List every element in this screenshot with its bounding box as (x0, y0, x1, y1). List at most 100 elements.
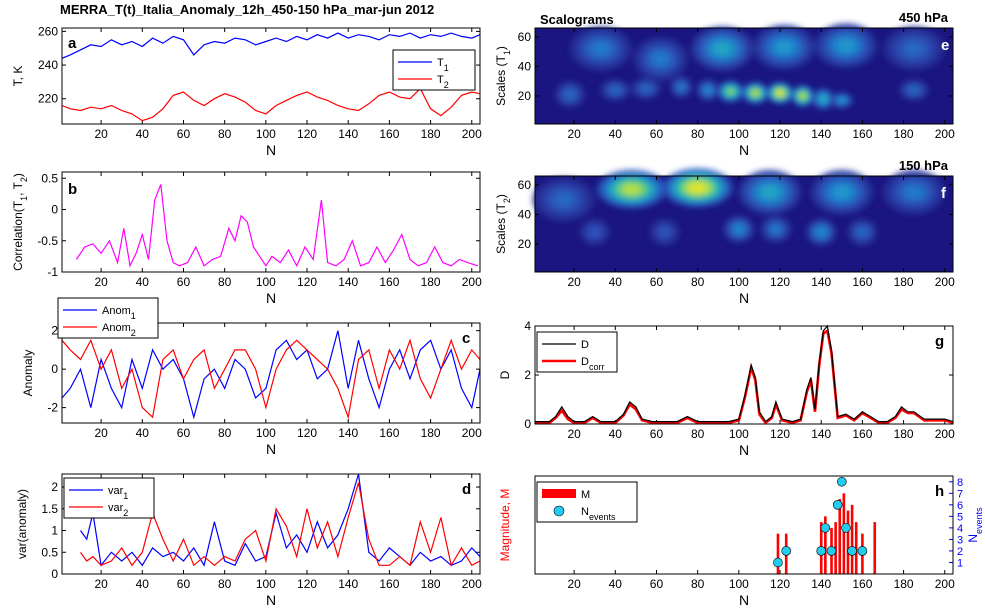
y-axis-label: T, K (11, 66, 25, 87)
heatmap-blob (909, 87, 918, 93)
x-tick-label: 120 (297, 577, 317, 591)
x-tick-label: 40 (609, 275, 623, 289)
panel-c: 20 40 60 80 100 120 140 160 180 200 N -2 0 2 Anomaly c A… (21, 297, 482, 457)
x-tick-label: 180 (894, 577, 914, 591)
panel-label: d (462, 481, 471, 498)
scalograms-title: Scalograms (540, 12, 614, 27)
x-tick-label: 120 (770, 127, 790, 141)
panel-b: 20 40 60 80 100 120 140 160 180 200 N -1 -0.5 0 0.5 Cor… (11, 171, 482, 306)
event-marker (773, 557, 783, 568)
panel-a: 20 40 60 80 100 120 140 160 180 200 N 220 240 260 T, K… (11, 24, 482, 158)
x-tick-label: 200 (462, 127, 482, 141)
heatmap-blob (714, 42, 731, 55)
x-tick-label: 200 (935, 275, 955, 289)
heatmap-blob (799, 92, 806, 99)
x-tick-label: 200 (462, 426, 482, 440)
y-tick-label: 220 (38, 92, 58, 106)
panel-e: 20 40 60 80 100 120 140 160 180 200 N 20 40 60 Scales … (494, 10, 955, 158)
heatmap-blob (622, 184, 642, 195)
x-tick-label: 160 (852, 127, 872, 141)
x-tick-label: 140 (338, 275, 358, 289)
legend-label: Anom2 (102, 322, 136, 338)
x-tick-label: 20 (94, 127, 108, 141)
x-tick-label: 200 (462, 275, 482, 289)
magnitude-bar (850, 504, 854, 574)
x-tick-label: 100 (256, 426, 276, 440)
x-tick-label: 20 (567, 427, 581, 441)
heatmap-blob (833, 186, 851, 199)
y-tick-label: 0.5 (41, 545, 58, 559)
panel-label: e (941, 37, 949, 54)
event-marker (837, 476, 847, 487)
heatmap-blob (727, 88, 735, 95)
series-line (80, 482, 481, 567)
series-line (61, 330, 481, 420)
x-tick-label: 160 (852, 577, 872, 591)
y-tick-label: 20 (518, 237, 532, 251)
heatmap-blob (592, 42, 610, 55)
x-axis-label: N (739, 290, 749, 306)
x-tick-label: 100 (256, 127, 276, 141)
panel-label: h (935, 483, 944, 500)
panel-label: c (462, 330, 470, 347)
x-tick-label: 100 (256, 275, 276, 289)
y-right-tick-label: 1 (957, 557, 963, 569)
pressure-level-label: 150 hPa (899, 158, 949, 173)
legend-marker (553, 505, 565, 517)
legend-box (536, 331, 618, 373)
heatmap-blob (642, 85, 651, 92)
series-line (75, 184, 479, 268)
heatmap-blob (653, 53, 668, 65)
y-right-tick-label: 8 (957, 477, 963, 489)
y-tick-label: 20 (518, 89, 532, 103)
x-tick-label: 20 (94, 275, 108, 289)
heatmap-blob (704, 87, 712, 93)
plot-frame (534, 475, 954, 575)
y-tick-label: 0 (51, 203, 58, 217)
y-tick-label: -2 (47, 401, 58, 415)
x-tick-label: 160 (379, 275, 399, 289)
magnitude-bar (824, 516, 827, 574)
x-tick-label: 20 (567, 577, 581, 591)
x-tick-label: 160 (852, 427, 872, 441)
y-tick-label: 2 (51, 324, 58, 338)
x-tick-label: 60 (177, 426, 191, 440)
y-tick-label: 0 (51, 362, 58, 376)
x-tick-label: 140 (811, 127, 831, 141)
heatmap-blob (771, 225, 781, 233)
y-right-tick-label: 7 (957, 488, 963, 500)
x-axis-label: N (739, 142, 749, 158)
plot-frame (61, 171, 481, 273)
x-tick-label: 140 (811, 427, 831, 441)
x-tick-label: 40 (609, 127, 623, 141)
x-axis-label: N (266, 592, 276, 608)
x-axis-label: N (739, 442, 749, 458)
event-marker (820, 523, 831, 533)
series-line (61, 32, 481, 59)
x-tick-label: 160 (852, 275, 872, 289)
legend-label: M (581, 489, 590, 501)
heatmap-blob (837, 39, 855, 52)
series-line (535, 328, 954, 425)
magnitude-bar (776, 533, 780, 574)
heatmap-blob (611, 87, 620, 93)
y-tick-label: 2 (51, 480, 58, 494)
y-tick-label: 60 (518, 178, 532, 192)
legend-label: T1 (437, 57, 449, 73)
y-tick-label: 40 (518, 207, 532, 221)
event-marker (841, 523, 851, 533)
plot-frame (61, 27, 481, 125)
magnitude-bar (834, 522, 837, 574)
y-tick-label: 0.5 (41, 171, 58, 185)
heatmap-blob (565, 90, 575, 99)
event-marker (781, 546, 792, 556)
series-line (535, 324, 954, 423)
x-tick-label: 100 (729, 275, 749, 289)
legend-box (392, 49, 476, 91)
x-tick-label: 140 (811, 275, 831, 289)
x-tick-label: 180 (894, 127, 914, 141)
event-marker (826, 546, 837, 556)
heatmap-blob (678, 84, 685, 91)
x-tick-label: 160 (379, 127, 399, 141)
